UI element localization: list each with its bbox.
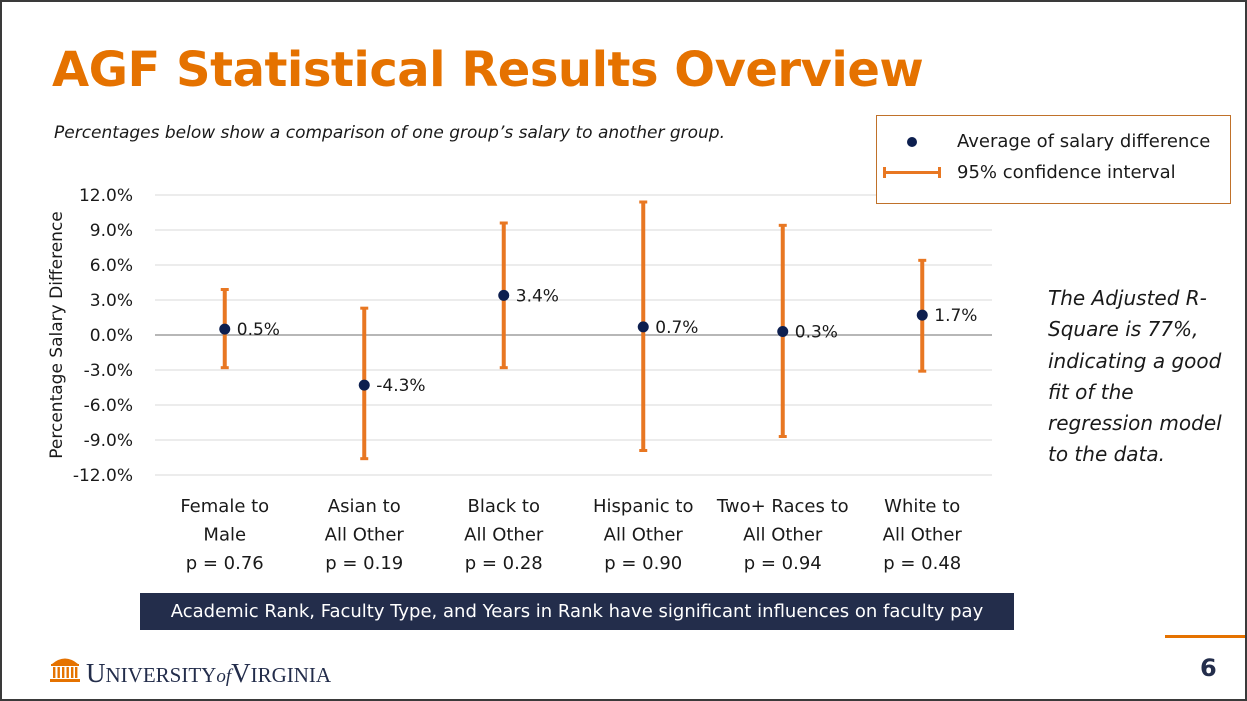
y-tick-label: 12.0% <box>79 186 133 206</box>
category-label: Black to <box>468 496 541 517</box>
slide-title: AGF Statistical Results Overview <box>52 42 924 98</box>
page-number: 6 <box>1200 654 1217 682</box>
category-label: White to <box>884 496 960 517</box>
data-label: 3.4% <box>516 286 559 306</box>
y-tick-label: 0.0% <box>90 326 133 346</box>
category-label: Asian to <box>328 496 401 517</box>
category-p-value: p = 0.76 <box>186 553 264 574</box>
category-label: Male <box>203 525 246 546</box>
category-label: All Other <box>604 525 684 546</box>
category-p-value: p = 0.90 <box>604 553 682 574</box>
category-label: All Other <box>743 525 823 546</box>
slide-subtitle: Percentages below show a comparison of o… <box>54 123 725 143</box>
y-tick-label: -9.0% <box>84 431 133 451</box>
mean-points: 0.5% -4.3% 3.4% 0.7% 0.3% 1.7% <box>219 286 977 396</box>
y-tick-label: 6.0% <box>90 256 133 276</box>
category-label: Female to <box>180 496 269 517</box>
r-square-note: The Adjusted R-Square is 77%, indicating… <box>1048 286 1222 467</box>
mean-point <box>637 321 649 333</box>
data-label: 1.7% <box>934 306 977 326</box>
y-tick-label: -6.0% <box>84 396 133 416</box>
data-label: 0.7% <box>655 318 698 338</box>
y-tick-label: 9.0% <box>90 221 133 241</box>
mean-point <box>498 289 510 301</box>
category-p-value: p = 0.48 <box>883 553 961 574</box>
mean-point <box>777 326 789 337</box>
y-tick-label: 3.0% <box>90 291 133 311</box>
category-label: Two+ Races to <box>716 496 849 517</box>
legend-label-ci: 95% confidence interval <box>957 162 1176 183</box>
university-wordmark: UNIVERSITYofVIRGINIA <box>86 658 332 688</box>
y-axis-label: Percentage Salary Difference <box>47 211 67 458</box>
legend-label-average: Average of salary difference <box>957 131 1211 152</box>
category-p-value: p = 0.94 <box>744 553 822 574</box>
y-tick-label: -12.0% <box>73 466 133 486</box>
x-axis-categories: Female to Male p = 0.76 Asian to All Other p … <box>180 496 962 574</box>
mean-point <box>219 323 231 335</box>
y-tick-label: -3.0% <box>84 361 133 381</box>
legend-item-average: Average of salary difference <box>877 128 1230 156</box>
data-label: 0.5% <box>237 320 280 340</box>
university-logo: UNIVERSITYofVIRGINIA <box>48 652 331 688</box>
error-bar-chart: 12.0% 9.0% 6.0% 3.0% 0.0% -3.0% -6.0% -9.0% -12.… <box>47 186 992 574</box>
conclusion-banner: Academic Rank, Faculty Type, and Years i… <box>140 593 1014 630</box>
error-bar-icon <box>883 167 941 178</box>
footer-accent-line <box>1165 635 1245 638</box>
legend-item-ci: 95% confidence interval <box>877 159 1230 187</box>
gridlines <box>155 194 992 476</box>
data-label: 0.3% <box>795 323 838 343</box>
point-marker-icon <box>907 137 917 147</box>
category-p-value: p = 0.19 <box>325 553 403 574</box>
y-axis-ticks: 12.0% 9.0% 6.0% 3.0% 0.0% -3.0% -6.0% -9.0% -12.… <box>73 186 133 486</box>
category-label: Hispanic to <box>593 496 693 517</box>
chart-legend: Average of salary difference 95% confide… <box>876 115 1231 204</box>
category-label: All Other <box>464 525 544 546</box>
category-label: All Other <box>883 525 963 546</box>
data-label: -4.3% <box>376 376 425 396</box>
category-p-value: p = 0.28 <box>465 553 543 574</box>
rotunda-icon <box>50 658 80 682</box>
mean-point <box>916 309 928 321</box>
mean-point <box>358 379 370 391</box>
category-label: All Other <box>325 525 405 546</box>
